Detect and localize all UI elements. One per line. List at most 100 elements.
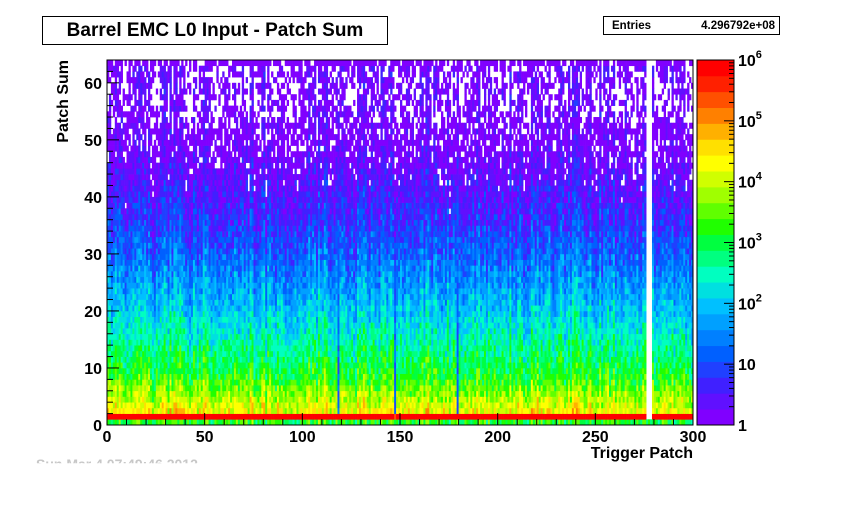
heatmap-cell: [149, 185, 153, 192]
heatmap-cell: [149, 379, 153, 386]
heatmap-cell: [130, 156, 133, 163]
heatmap-cell: [243, 117, 247, 124]
heatmap-cell: [108, 196, 112, 203]
heatmap-cell: [261, 253, 264, 260]
heatmap-cell: [169, 310, 172, 317]
heatmap-cell: [202, 248, 206, 255]
heatmap-cell: [118, 208, 122, 215]
heatmap-cell: [243, 122, 247, 129]
heatmap-cell: [167, 379, 170, 386]
heatmap-cell: [165, 145, 168, 152]
heatmap-cell: [110, 305, 114, 312]
heatmap-cell: [189, 259, 192, 266]
heatmap-cell: [134, 225, 137, 232]
heatmap-cell: [273, 310, 276, 317]
heatmap-cell: [153, 271, 157, 278]
heatmap-cell: [273, 276, 276, 283]
heatmap-cell: [138, 316, 141, 323]
heatmap-cell: [148, 202, 151, 209]
heatmap-cell: [226, 162, 229, 169]
heatmap-cell: [120, 328, 123, 335]
heatmap-cell: [149, 139, 153, 146]
heatmap-cell: [157, 60, 161, 67]
heatmap-cell: [128, 271, 131, 278]
heatmap-cell: [181, 191, 184, 198]
heatmap-cell: [167, 333, 170, 340]
heatmap-cell: [151, 322, 155, 329]
heatmap-cell: [148, 396, 151, 403]
heatmap-cell: [126, 162, 129, 169]
heatmap-cell: [107, 402, 110, 409]
heatmap-cell: [175, 339, 178, 346]
heatmap-cell: [183, 413, 186, 420]
heatmap-cell: [124, 373, 127, 380]
heatmap-cell: [148, 236, 151, 243]
heatmap-cell: [187, 145, 190, 152]
heatmap-cell: [185, 88, 188, 95]
heatmap-cell: [159, 362, 163, 369]
heatmap-cell: [134, 65, 137, 72]
heatmap-cell: [148, 219, 151, 226]
heatmap-cell: [148, 288, 151, 295]
heatmap-cell: [249, 168, 252, 175]
heatmap-cell: [108, 99, 112, 106]
heatmap-cell: [237, 111, 241, 118]
heatmap-cell: [169, 282, 172, 289]
heatmap-cell: [171, 282, 174, 289]
heatmap-cell: [134, 191, 137, 198]
heatmap-cell: [190, 402, 194, 409]
heatmap-cell: [167, 202, 170, 209]
heatmap-cell: [163, 367, 166, 375]
heatmap-cell: [173, 231, 176, 238]
heatmap-cell: [134, 139, 137, 146]
heatmap-cell: [161, 407, 164, 414]
heatmap-cell: [202, 168, 206, 175]
heatmap-cell: [146, 396, 149, 403]
heatmap-cell: [261, 94, 264, 101]
heatmap-cell: [142, 60, 145, 67]
heatmap-cell: [161, 174, 164, 181]
heatmap-cell: [142, 156, 145, 163]
heatmap-cell: [208, 122, 211, 129]
heatmap-cell: [140, 236, 143, 243]
heatmap-cell: [138, 151, 141, 158]
heatmap-cell: [116, 65, 120, 72]
heatmap-cell: [261, 293, 264, 300]
heatmap-cell: [155, 396, 159, 403]
heatmap-cell: [157, 71, 161, 78]
heatmap-cell: [202, 162, 206, 169]
heatmap-cell: [118, 305, 122, 312]
heatmap-cell: [144, 419, 147, 426]
heatmap-cell: [161, 179, 164, 186]
heatmap-cell: [161, 367, 164, 375]
heatmap-cell: [122, 316, 125, 323]
heatmap-cell: [196, 174, 200, 181]
heatmap-cell: [161, 65, 164, 72]
heatmap-cell: [232, 419, 235, 426]
heatmap-cell: [153, 259, 157, 266]
heatmap-cell: [116, 248, 120, 255]
heatmap-cell: [243, 350, 247, 357]
heatmap-cell: [171, 328, 174, 335]
heatmap-cell: [226, 242, 229, 249]
heatmap-cell: [124, 293, 127, 300]
heatmap-cell: [138, 282, 141, 289]
heatmap-cell: [157, 151, 161, 158]
heatmap-cell: [108, 162, 112, 169]
heatmap-cell: [128, 265, 131, 272]
heatmap-cell: [226, 310, 229, 317]
heatmap-cell: [122, 156, 125, 163]
heatmap-cell: [187, 328, 190, 335]
heatmap-cell: [134, 242, 137, 249]
heatmap-cell: [118, 111, 122, 118]
heatmap-cell: [189, 174, 192, 181]
heatmap-cell: [159, 339, 163, 346]
heatmap-cell: [185, 196, 188, 203]
heatmap-cell: [243, 225, 247, 232]
heatmap-cell: [263, 134, 266, 141]
heatmap-cell: [132, 162, 135, 169]
heatmap-cell: [165, 94, 168, 101]
heatmap-cell: [142, 213, 145, 221]
heatmap-cell: [175, 385, 178, 392]
heatmap-cell: [208, 385, 211, 392]
